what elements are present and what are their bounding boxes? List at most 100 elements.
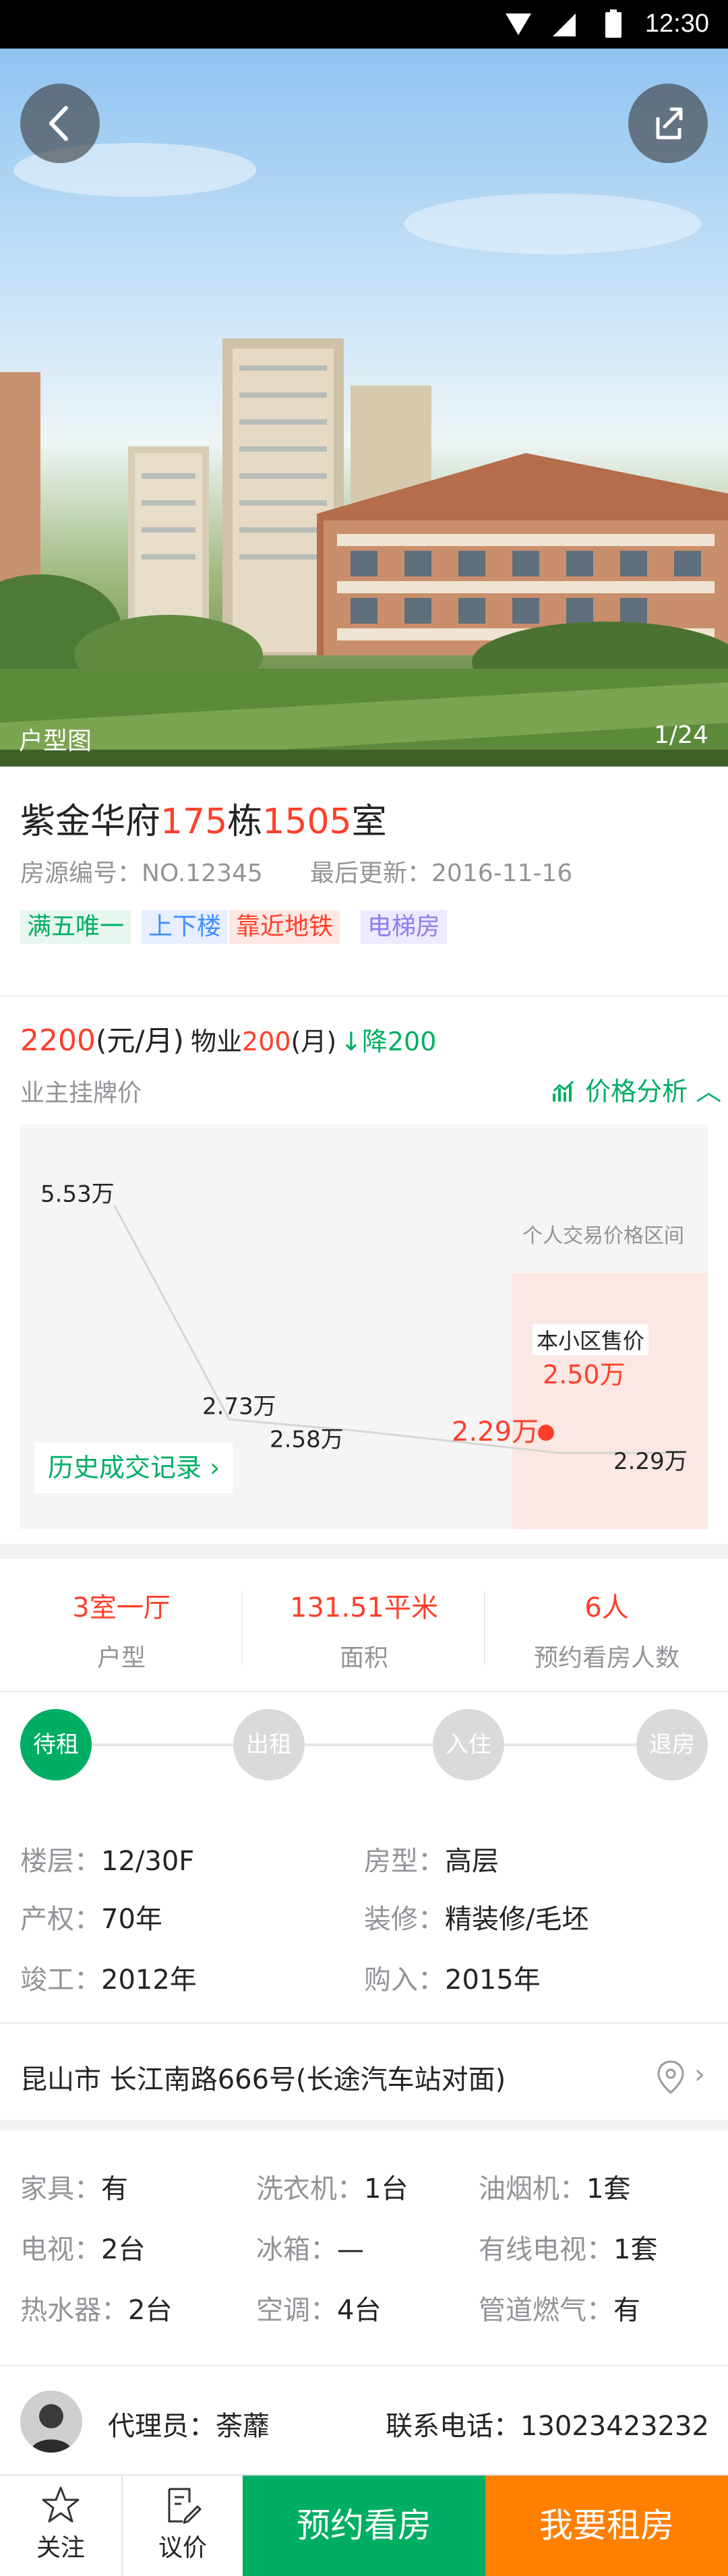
bottom-action-bar: 关注 议价 预约看房 我要租房 — [0, 2474, 728, 2576]
rent-price-value: 2200 — [20, 1023, 96, 1058]
facility-key: 家具： — [20, 2174, 101, 2205]
facility-key: 有线电视： — [479, 2234, 613, 2265]
facility-water-heater: 热水器：2台 — [20, 2288, 172, 2327]
detail-completed: 竣工：2012年 — [20, 1958, 197, 1997]
status-bar: 12:30 — [0, 0, 728, 49]
hero-image[interactable]: 户型图 1/24 — [0, 49, 728, 767]
listing-id-value: NO.12345 — [142, 860, 263, 887]
divider-line — [0, 2023, 728, 2024]
agent-phone[interactable]: 联系电话：13023423232 — [386, 2404, 709, 2443]
chevron-right-icon: › — [694, 2059, 705, 2090]
step-pending: 待租 — [20, 1709, 92, 1780]
title-room-unit: 室 — [351, 802, 387, 842]
facility-value: 4台 — [337, 2295, 382, 2326]
book-viewing-button[interactable]: 预约看房 — [243, 2476, 485, 2576]
hero-caption: 户型图 — [19, 727, 92, 755]
chart-highlight-point — [538, 1425, 554, 1441]
community-price-label: 本小区售价 — [533, 1324, 649, 1355]
share-icon — [656, 107, 683, 140]
chart-point-label: 2.29万 — [613, 1448, 688, 1475]
detail-floor: 楼层：12/30F — [20, 1839, 194, 1878]
chart-highlight-label: 2.29万 — [452, 1416, 539, 1447]
detail-decoration-key: 装修： — [364, 1904, 445, 1935]
divider-line — [0, 1691, 728, 1692]
facility-cable-tv: 有线电视：1套 — [479, 2227, 657, 2267]
step-checkout: 退房 — [636, 1709, 708, 1780]
facility-value: — — [337, 2234, 364, 2265]
avatar[interactable] — [20, 2391, 82, 2453]
facility-value: 1台 — [364, 2174, 408, 2205]
divider-line — [0, 995, 728, 996]
rent-now-button[interactable]: 我要租房 — [485, 2476, 728, 2576]
listing-id-label: 房源编号： — [20, 860, 142, 887]
community-price: 2.50万 — [543, 1360, 626, 1389]
detail-ownership-key: 产权： — [20, 1904, 101, 1935]
facility-key: 空调： — [256, 2295, 337, 2326]
title-building: 175 — [160, 802, 228, 842]
facility-washer: 洗衣机：1台 — [256, 2167, 408, 2206]
tag-duplex: 上下楼 — [142, 910, 229, 944]
price-analysis-link[interactable]: 价格分析 ︿ — [553, 1071, 721, 1108]
wifi-icon — [506, 13, 531, 35]
facility-hood: 油烟机：1套 — [479, 2167, 630, 2206]
edit-doc-icon — [168, 2488, 202, 2524]
chevron-right-icon: › — [210, 1453, 220, 1482]
stat-layout-label: 户型 — [96, 1644, 146, 1672]
section-divider — [0, 1544, 728, 1559]
title-room: 1505 — [262, 802, 352, 842]
owner-price-label: 业主挂牌价 — [20, 1079, 142, 1107]
avatar-image — [20, 2391, 82, 2453]
price-analysis-label: 价格分析 — [585, 1077, 688, 1106]
detail-decoration-value: 精装修/毛坯 — [445, 1904, 589, 1935]
address-text: 昆山市 长江南路666号(长途汽车站对面) — [20, 2064, 506, 2095]
detail-type-key: 房型： — [364, 1846, 445, 1877]
property-fee-unit: (月) — [291, 1027, 337, 1056]
bottom-separator — [121, 2476, 123, 2576]
detail-purchased: 购入：2015年 — [364, 1958, 541, 1997]
stat-separator — [241, 1591, 243, 1665]
building-illustration — [0, 143, 728, 767]
tag-elevator: 电梯房 — [361, 910, 448, 944]
chart-icon — [553, 1080, 574, 1102]
price-drop-label: 降200 — [361, 1027, 437, 1056]
facility-value: 1套 — [586, 2174, 631, 2205]
stat-separator — [484, 1591, 485, 1665]
facility-value: 有 — [613, 2295, 640, 2326]
divider-line — [0, 2365, 728, 2366]
detail-decoration: 装修：精装修/毛坯 — [364, 1897, 588, 1936]
progress-track — [54, 1743, 674, 1746]
image-counter: 1/24 — [654, 721, 708, 749]
back-button[interactable] — [20, 84, 100, 163]
follow-button[interactable]: 关注 — [0, 2476, 121, 2576]
detail-purchased-key: 购入： — [364, 1965, 445, 1996]
agent-label: 代理员： — [108, 2411, 216, 2442]
detail-floor-key: 楼层： — [20, 1846, 101, 1877]
share-button[interactable] — [628, 84, 708, 163]
facility-value: 有 — [101, 2174, 128, 2205]
follow-label: 关注 — [36, 2534, 85, 2562]
facility-furniture: 家具：有 — [20, 2167, 128, 2206]
history-button[interactable]: 历史成交记录 › — [34, 1441, 235, 1494]
address-row[interactable]: 昆山市 长江南路666号(长途汽车站对面) › — [0, 2025, 728, 2120]
facility-key: 冰箱： — [256, 2234, 337, 2265]
rent-price: 2200(元/月) — [20, 1018, 184, 1059]
facility-key: 电视： — [20, 2234, 101, 2265]
price-line — [113, 1205, 681, 1454]
detail-type: 房型：高层 — [364, 1839, 499, 1878]
signal-icon — [553, 13, 576, 36]
chart-range-label-area — [502, 1125, 708, 1273]
section-divider — [0, 2120, 728, 2130]
agent-name: 代理员：荼蘼 — [108, 2404, 270, 2443]
stat-area-label: 面积 — [339, 1644, 388, 1672]
facility-tv: 电视：2台 — [20, 2227, 145, 2267]
facility-key: 洗衣机： — [256, 2174, 364, 2205]
facility-gas: 管道燃气：有 — [479, 2288, 640, 2327]
rent-price-unit: (元/月) — [95, 1024, 184, 1057]
range-label: 个人交易价格区间 — [522, 1224, 684, 1248]
chart-point-label: 2.73万 — [202, 1393, 276, 1420]
location-pin-icon — [657, 2060, 684, 2094]
negotiate-button[interactable]: 议价 — [123, 2476, 243, 2576]
detail-purchased-value: 2015年 — [445, 1965, 541, 1996]
property-fee-label: 物业 — [191, 1027, 243, 1056]
stat-layout-value: 3室一厅 — [72, 1592, 171, 1623]
